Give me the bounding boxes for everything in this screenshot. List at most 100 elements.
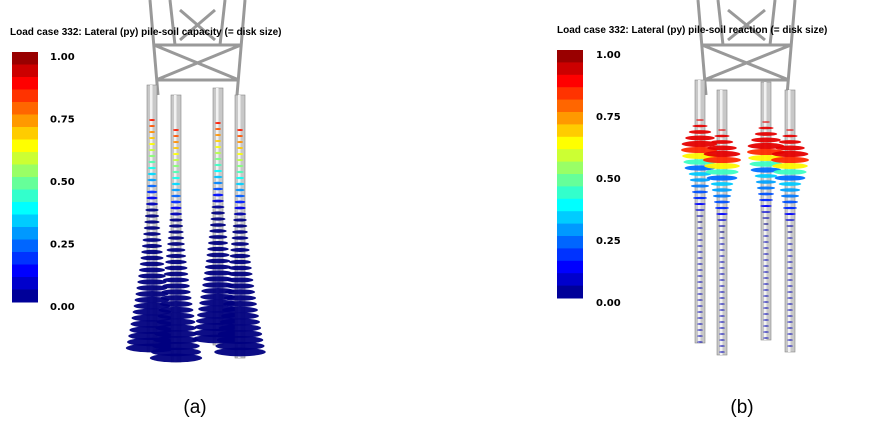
disk	[716, 213, 728, 215]
disk	[697, 299, 703, 300]
disk	[215, 146, 222, 148]
legend-band	[557, 211, 583, 224]
disk	[707, 146, 737, 151]
disk	[214, 170, 222, 172]
disk	[157, 319, 196, 326]
panel-caption: (b)	[730, 397, 753, 418]
disk	[787, 333, 793, 334]
disk	[719, 261, 725, 262]
disk	[165, 260, 187, 264]
disk	[714, 135, 729, 138]
disk	[146, 197, 157, 200]
disk	[149, 131, 155, 133]
legend-band	[557, 137, 583, 150]
disk	[165, 266, 188, 270]
disk	[166, 254, 186, 258]
disk	[787, 309, 793, 310]
disk	[235, 195, 245, 198]
disk	[719, 297, 725, 298]
disk	[763, 259, 769, 260]
legend-label: 1.00	[50, 52, 75, 63]
pile-shine	[764, 82, 767, 340]
disk	[787, 261, 793, 262]
legend-band	[557, 75, 583, 88]
disk	[146, 203, 158, 206]
legend-band	[557, 100, 583, 113]
disk	[697, 233, 703, 234]
disk	[719, 303, 725, 304]
disk	[763, 319, 769, 320]
disk	[137, 279, 166, 284]
disk	[207, 247, 228, 251]
disk	[236, 165, 243, 167]
disk	[159, 307, 194, 313]
disk	[206, 259, 231, 264]
disk	[145, 208, 158, 211]
disk	[785, 219, 795, 221]
disk	[149, 137, 155, 139]
disk	[170, 207, 181, 210]
truss	[698, 0, 795, 95]
disk	[787, 273, 793, 274]
disk	[719, 351, 725, 352]
disk	[147, 185, 157, 188]
disk	[212, 205, 225, 208]
disk	[164, 272, 188, 277]
disk	[783, 207, 797, 209]
panel-caption: (a)	[183, 397, 206, 418]
disk	[169, 218, 182, 221]
disk	[761, 211, 771, 213]
legend-band	[557, 261, 583, 274]
disk	[149, 119, 155, 121]
legend-band	[12, 102, 38, 115]
disk	[213, 182, 223, 185]
disk	[763, 313, 769, 314]
pile-shine	[788, 90, 791, 352]
disk	[779, 140, 801, 144]
disk	[759, 199, 773, 201]
legend-band	[12, 52, 38, 65]
disk	[696, 119, 704, 120]
disk	[719, 267, 725, 268]
disk	[719, 315, 725, 316]
disk	[171, 189, 180, 191]
disk	[173, 147, 179, 149]
disk	[697, 281, 703, 282]
disk	[719, 231, 724, 232]
disk	[787, 339, 793, 340]
disk	[696, 215, 703, 216]
disk	[234, 213, 247, 216]
disk	[787, 345, 793, 346]
disk	[226, 283, 254, 288]
disk	[763, 277, 769, 278]
legend-label: 0.00	[50, 302, 75, 313]
disk	[697, 251, 703, 252]
legend-band	[557, 286, 583, 299]
disk	[692, 125, 707, 128]
disk	[228, 266, 252, 271]
pile-renderings	[126, 0, 809, 362]
disk	[232, 236, 249, 240]
disk	[150, 354, 202, 363]
disk	[215, 122, 221, 124]
disk	[225, 289, 255, 295]
disk	[719, 339, 725, 340]
disk	[697, 245, 703, 246]
truss-member	[220, 0, 225, 45]
disk	[173, 159, 180, 161]
disk	[787, 315, 793, 316]
legend-label: 0.25	[596, 236, 621, 247]
disk	[143, 232, 161, 236]
disk	[148, 173, 157, 175]
disk	[237, 129, 243, 131]
legend-band	[557, 224, 583, 237]
disk	[172, 177, 180, 179]
legend-label: 1.00	[596, 50, 621, 61]
disk	[149, 149, 156, 151]
legend-band	[12, 165, 38, 178]
disk	[787, 291, 793, 292]
disk	[692, 191, 708, 194]
legend-band	[12, 152, 38, 165]
disk	[168, 230, 183, 233]
disk	[140, 262, 164, 267]
